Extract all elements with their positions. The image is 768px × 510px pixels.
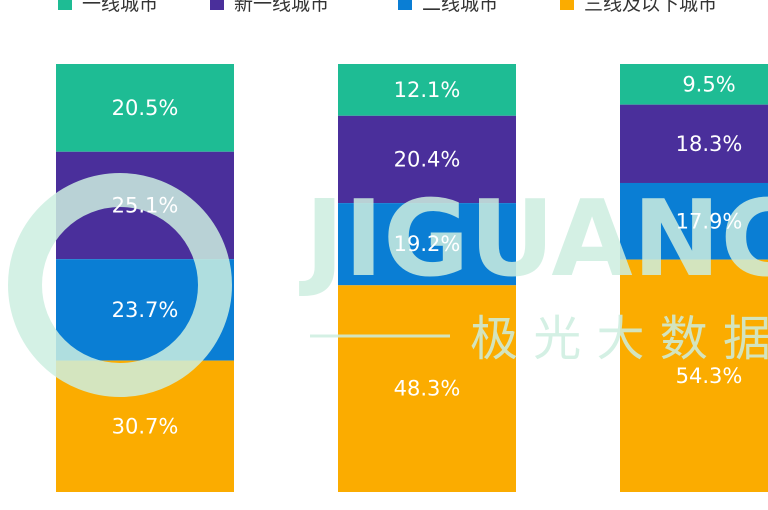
watermark-text-cn: 极 光 大 数 据 — [470, 311, 768, 367]
bar-segment-3-4 — [620, 259, 768, 492]
legend-swatch-4 — [560, 0, 574, 10]
legend-swatch-1 — [58, 0, 72, 10]
data-label-1-2: 25.1% — [112, 193, 179, 217]
bar-segment-2-1 — [338, 64, 516, 116]
bar-segment-3-3 — [620, 182, 768, 260]
bar-segment-3-1 — [620, 64, 768, 105]
watermark-logo-icon — [8, 173, 232, 397]
data-label-3-2: 18.3% — [676, 132, 743, 156]
legend-label-2: 新一线城市 — [234, 0, 329, 15]
legend-label-1: 一线城市 — [82, 0, 158, 15]
bar-segment-1-1 — [56, 64, 234, 152]
bar-segment-2-2 — [338, 115, 516, 204]
bar-segment-2-3 — [338, 203, 516, 286]
segment-labels: 20.5% 25.1% 23.7% 30.7% 12.1% 20.4% 19.2% 48.3%… — [112, 72, 743, 438]
legend: 一线城市 新一线城市 二线城市 三线及以下城市 — [58, 0, 717, 15]
legend-label-3: 二线城市 — [422, 0, 498, 15]
data-label-1-3: 23.7% — [112, 298, 179, 322]
legend-label-4: 三线及以下城市 — [584, 0, 717, 15]
data-label-2-3: 19.2% — [394, 232, 461, 256]
data-label-2-4: 48.3% — [394, 377, 461, 401]
data-label-3-3: 17.9% — [676, 209, 743, 233]
bar-segment-2-4 — [338, 285, 516, 492]
watermark: JIGUANG 极 光 大 数 据 — [8, 173, 768, 397]
data-label-1-4: 30.7% — [112, 414, 179, 438]
data-label-2-1: 12.1% — [394, 78, 461, 102]
data-label-1-1: 20.5% — [112, 96, 179, 120]
data-label-3-4: 54.3% — [676, 364, 743, 388]
data-label-2-2: 20.4% — [394, 147, 461, 171]
legend-swatch-2 — [210, 0, 224, 10]
watermark-text-en: JIGUANG — [299, 178, 768, 300]
legend-swatch-3 — [398, 0, 412, 10]
bar-segment-3-2 — [620, 104, 768, 183]
data-label-3-1: 9.5% — [682, 72, 735, 96]
